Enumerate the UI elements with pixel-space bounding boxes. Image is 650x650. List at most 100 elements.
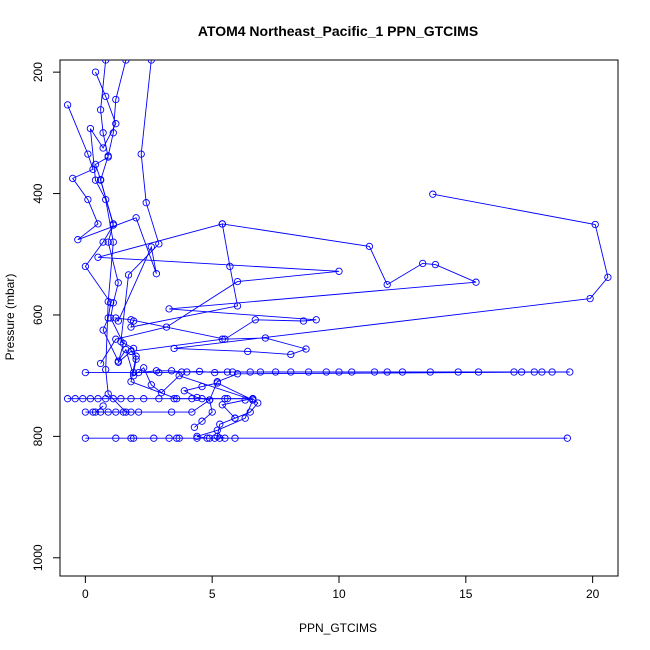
data-point	[188, 395, 196, 403]
data-point	[102, 195, 110, 204]
data-point	[104, 297, 112, 306]
data-point	[127, 323, 135, 331]
series-line	[130, 193, 609, 355]
data-point	[84, 150, 92, 158]
data-point	[211, 368, 219, 377]
data-point	[127, 408, 135, 416]
series-line	[85, 370, 542, 374]
data-point	[233, 277, 242, 286]
data-point	[213, 426, 221, 434]
data-point	[429, 190, 437, 198]
x-axis: 0 5 10 15 20	[82, 575, 600, 601]
data-point	[99, 238, 107, 246]
data-point	[365, 242, 374, 251]
data-point	[165, 305, 173, 313]
data-point	[173, 434, 181, 442]
data-point	[170, 395, 178, 403]
data-point	[147, 243, 155, 251]
data-point	[218, 335, 226, 343]
data-point	[147, 381, 155, 389]
series-line	[67, 398, 259, 419]
data-point	[71, 395, 79, 403]
data-point	[249, 396, 257, 404]
data-point	[99, 402, 107, 410]
data-point	[134, 408, 143, 416]
data-point	[81, 262, 90, 271]
data-point	[165, 434, 173, 442]
data-point	[208, 408, 216, 416]
data-point	[127, 378, 135, 386]
data-point	[180, 387, 188, 395]
data-point	[114, 279, 122, 287]
data-point	[162, 323, 171, 331]
data-point	[256, 368, 265, 376]
data-point	[94, 220, 102, 228]
data-point	[167, 367, 176, 375]
data-point	[132, 355, 140, 363]
x-axis-label: PPN_GTCIMS	[299, 621, 377, 635]
data-point	[178, 368, 186, 376]
data-point	[474, 368, 483, 376]
data-point	[96, 176, 105, 184]
series-layer	[63, 60, 612, 442]
data-point	[129, 317, 138, 325]
data-point	[218, 401, 226, 409]
data-point	[124, 271, 133, 279]
data-point	[112, 335, 120, 343]
series-line	[67, 104, 477, 340]
data-point	[591, 220, 599, 229]
data-point	[233, 302, 242, 310]
data-point	[114, 358, 122, 366]
data-point	[122, 345, 130, 354]
x-tick-label: 20	[586, 587, 600, 601]
data-point	[109, 129, 117, 137]
data-point	[302, 345, 310, 353]
series-line	[97, 223, 340, 364]
data-point	[193, 432, 201, 441]
series-6	[127, 190, 612, 359]
data-point	[312, 316, 320, 324]
chart-title: ATOM4 Northeast_Pacific_1 PPN_GTCIMS	[198, 23, 478, 39]
data-point	[119, 339, 128, 348]
data-point	[104, 238, 112, 246]
data-point	[91, 68, 100, 76]
data-point	[167, 408, 176, 416]
data-point	[211, 434, 219, 442]
series-7	[63, 395, 262, 422]
series-9	[81, 434, 571, 442]
series-10	[81, 367, 546, 377]
y-tick-label: 1000	[31, 544, 45, 571]
y-axis: 200 400 600 800 1000	[31, 62, 61, 571]
data-point	[112, 314, 120, 322]
data-point	[109, 299, 117, 307]
data-point	[566, 368, 574, 376]
y-tick-label: 800	[31, 426, 45, 446]
x-tick-label: 15	[459, 587, 473, 601]
data-point	[132, 214, 140, 222]
data-point	[152, 270, 161, 278]
series-5	[94, 220, 343, 368]
data-point	[74, 236, 82, 244]
data-point	[198, 417, 206, 425]
data-point	[94, 395, 102, 403]
data-point	[147, 60, 155, 64]
data-point	[228, 368, 237, 376]
data-point	[244, 347, 252, 356]
data-point	[81, 368, 90, 377]
data-point	[530, 368, 538, 376]
data-point	[198, 382, 206, 391]
data-point	[102, 60, 110, 64]
data-point	[142, 199, 150, 207]
data-point	[216, 420, 224, 428]
data-point	[109, 238, 117, 246]
x-tick-label: 0	[82, 587, 89, 601]
data-point	[563, 434, 571, 442]
data-point	[84, 195, 92, 204]
data-point	[69, 174, 77, 183]
data-point	[213, 379, 221, 387]
data-point	[91, 176, 100, 184]
data-point	[271, 368, 280, 376]
data-point	[398, 368, 407, 376]
data-point	[246, 408, 254, 416]
data-point	[231, 434, 239, 442]
